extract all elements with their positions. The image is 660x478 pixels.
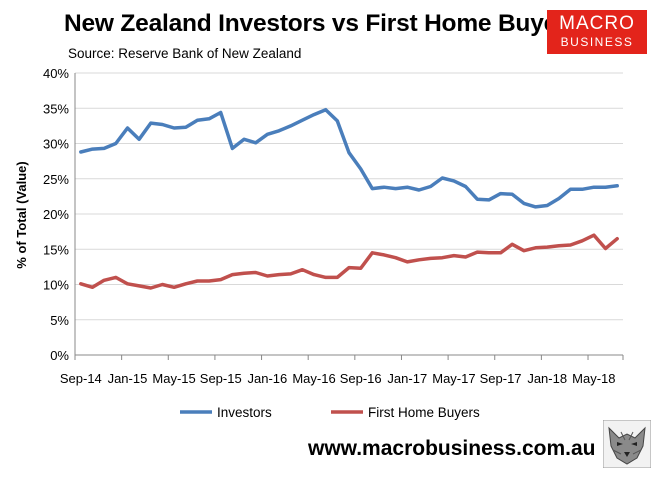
x-tick-label: Jan-17 [387,371,427,386]
x-tick-label: Jan-16 [248,371,288,386]
x-tick-label: May-15 [152,371,195,386]
website-watermark: www.macrobusiness.com.au [308,437,596,460]
x-tick-label: Jan-15 [108,371,148,386]
y-tick-label: 0% [50,348,69,363]
series-lines [79,107,619,290]
y-tick-label: 30% [43,137,69,152]
x-tick-label: Sep-17 [480,371,522,386]
axes: 0% 5% 10% 15% 20% 25% 30% 35% 40% Sep-14 Jan-15 May… [43,66,624,386]
chart-source: Source: Reserve Bank of New Zealand [68,46,302,61]
x-tick-label: May-17 [432,371,475,386]
series-line-investors [79,107,619,209]
series-line-first-home-buyers [79,233,619,290]
chart-title: New Zealand Investors vs First Home Buye… [64,10,580,37]
y-tick-label: 25% [43,172,69,187]
logo-line-2: BUSINESS [560,35,634,49]
legend-label-investors: Investors [217,405,272,420]
y-tick-label: 35% [43,101,69,116]
macrobusiness-logo: MACRO BUSINESS [547,10,647,54]
y-tick-label: 15% [43,242,69,257]
x-tick-label: Sep-15 [200,371,242,386]
x-tick-label: May-16 [292,371,335,386]
x-tick-label: Sep-16 [340,371,382,386]
y-tick-label: 40% [43,66,69,81]
chart-legend: Investors First Home Buyers [180,405,480,420]
logo-line-1: MACRO [559,13,635,34]
x-tick-label: May-18 [572,371,615,386]
legend-label-first-home-buyers: First Home Buyers [368,405,480,420]
y-tick-label: 5% [50,313,69,328]
x-tick-label: Sep-14 [60,371,102,386]
x-tick-label: Jan-18 [527,371,567,386]
wolf-icon [603,420,651,468]
y-axis-label: % of Total (Value) [14,161,29,268]
y-tick-label: 10% [43,278,69,293]
y-tick-label: 20% [43,207,69,222]
gridlines [75,72,623,356]
